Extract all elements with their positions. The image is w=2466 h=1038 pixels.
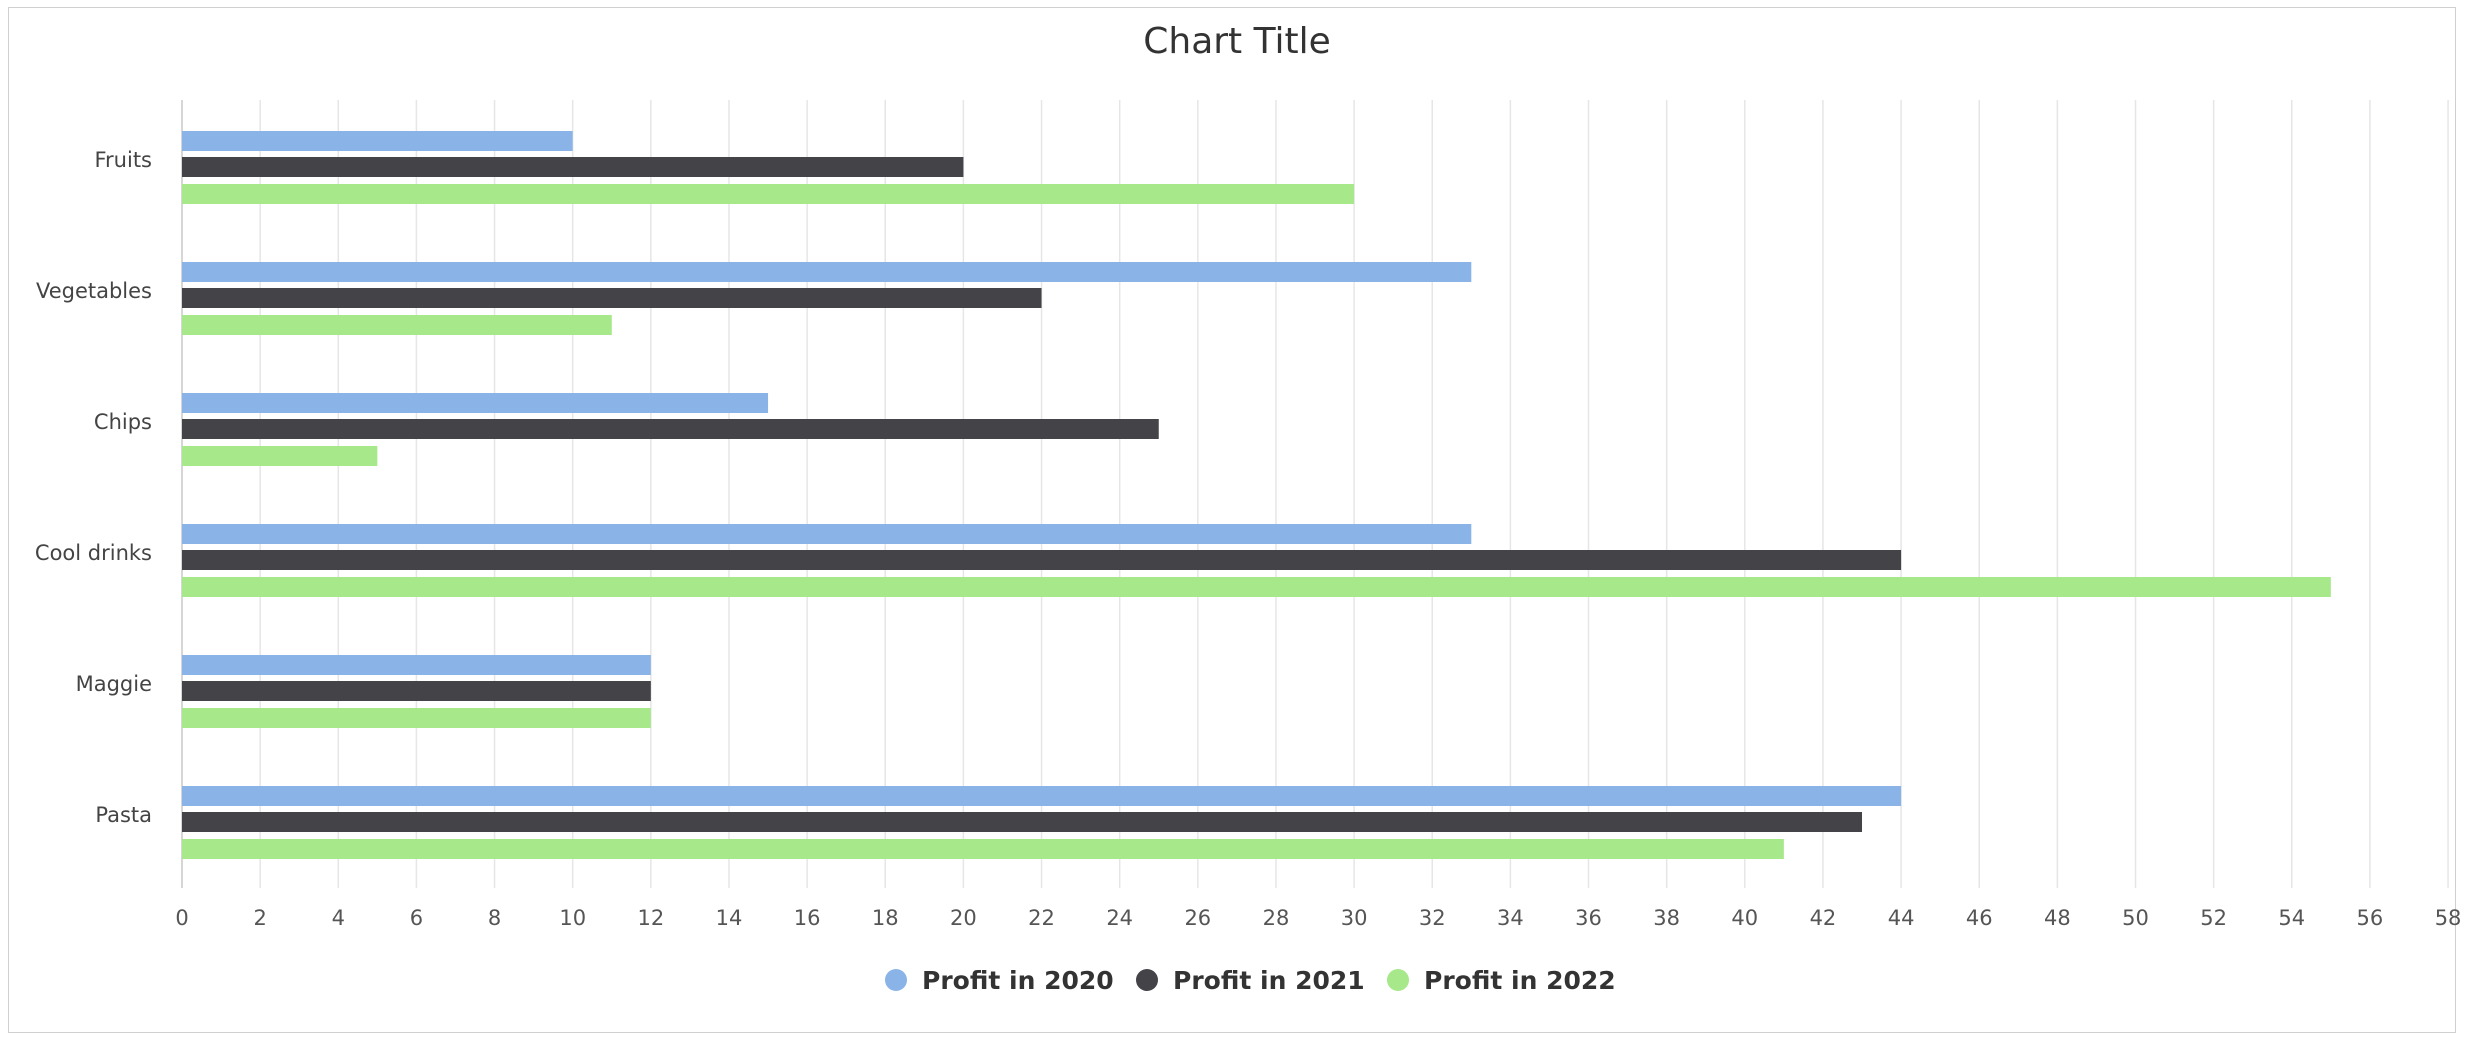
x-tick-label: 34 [1497,906,1524,930]
x-tick-label: 42 [1810,906,1837,930]
x-tick-label: 54 [2278,906,2305,930]
x-tick-label: 10 [559,906,586,930]
x-tick-label: 46 [1966,906,1993,930]
bars [182,131,2331,859]
bar[interactable] [182,681,651,701]
category-label: Chips [94,410,152,434]
bar[interactable] [182,577,2331,597]
x-tick-label: 26 [1184,906,1211,930]
bar[interactable] [182,393,769,413]
x-tick-label: 20 [950,906,977,930]
legend-swatch [885,969,907,991]
x-tick-label: 50 [2122,906,2149,930]
x-tick-label: 44 [1888,906,1915,930]
legend-label: Profit in 2022 [1424,966,1616,995]
category-label: Maggie [76,672,152,696]
x-tick-label: 30 [1341,906,1368,930]
bar[interactable] [182,315,612,335]
x-tick-label: 22 [1028,906,1055,930]
x-tick-label: 36 [1575,906,1602,930]
x-tick-label: 38 [1653,906,1680,930]
bar[interactable] [182,157,964,177]
x-axis-ticks: 0 2 4 6 8 10 12 14 16 18 20 22 24 26 28 30 32 34 36 38 40 42 4… [175,906,2461,930]
bar[interactable] [182,655,651,675]
bar[interactable] [182,288,1042,308]
category-label: Cool drinks [35,541,152,565]
x-tick-label: 2 [253,906,266,930]
x-tick-label: 6 [410,906,423,930]
bar[interactable] [182,839,1784,859]
x-tick-label: 16 [794,906,821,930]
x-tick-label: 0 [175,906,188,930]
bar[interactable] [182,524,1472,544]
x-tick-label: 40 [1731,906,1758,930]
legend-label: Profit in 2021 [1173,966,1365,995]
bar[interactable] [182,446,378,466]
bar[interactable] [182,786,1902,806]
bar[interactable] [182,131,573,151]
category-label: Fruits [94,148,152,172]
x-tick-label: 12 [637,906,664,930]
bar[interactable] [182,262,1472,282]
bar[interactable] [182,184,1355,204]
grid-lines [181,100,2449,888]
x-tick-label: 4 [332,906,345,930]
bar[interactable] [182,419,1159,439]
bar[interactable] [182,812,1863,832]
chart-title: Chart Title [1143,21,1331,62]
legend-item[interactable]: Profit in 2022 [1387,966,1616,995]
x-tick-label: 56 [2357,906,2384,930]
category-labels: Fruits Vegetables Chips Cool drinks Maggie Pa… [35,148,152,827]
x-tick-label: 18 [872,906,899,930]
bar[interactable] [182,550,1902,570]
category-label: Pasta [95,803,152,827]
x-tick-label: 24 [1106,906,1133,930]
legend-swatch [1136,969,1158,991]
x-tick-label: 14 [716,906,743,930]
x-tick-label: 58 [2435,906,2462,930]
bar[interactable] [182,708,651,728]
x-tick-label: 8 [488,906,501,930]
legend: Profit in 2020 Profit in 2021 Profit in 20… [885,966,1616,995]
legend-item[interactable]: Profit in 2021 [1136,966,1365,995]
legend-label: Profit in 2020 [922,966,1114,995]
x-tick-label: 52 [2200,906,2227,930]
legend-item[interactable]: Profit in 2020 [885,966,1114,995]
x-tick-label: 28 [1263,906,1290,930]
x-tick-label: 48 [2044,906,2071,930]
legend-swatch [1387,969,1409,991]
category-label: Vegetables [36,279,152,303]
x-tick-label: 32 [1419,906,1446,930]
